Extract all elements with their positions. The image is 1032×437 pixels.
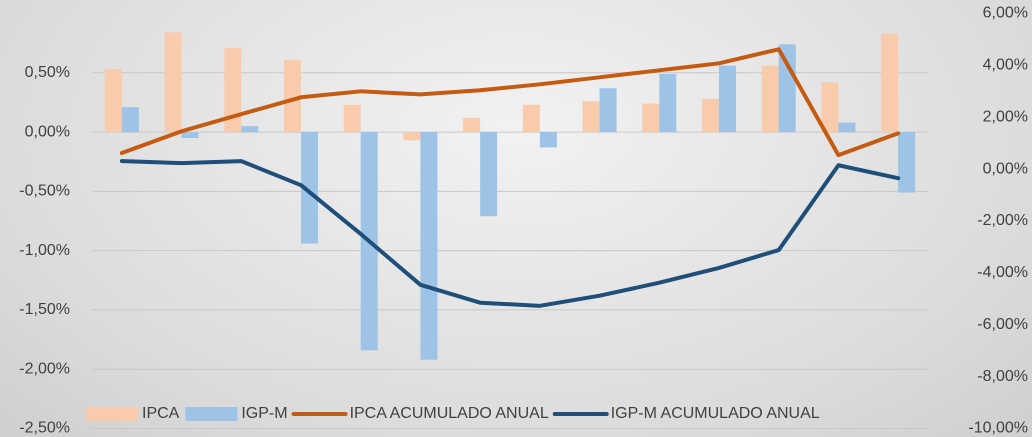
legend-label: IGP-M bbox=[241, 405, 287, 422]
y-tick-label: -2,50% bbox=[19, 420, 70, 437]
bar bbox=[241, 126, 258, 132]
bar bbox=[642, 104, 659, 132]
bar bbox=[420, 132, 437, 360]
bar bbox=[480, 132, 497, 216]
legend-label: IPCA bbox=[142, 405, 180, 422]
y2-tick-label: 4,00% bbox=[983, 57, 1028, 74]
bar bbox=[182, 132, 199, 138]
y2-tick-label: -4,00% bbox=[977, 264, 1028, 281]
legend-label: IPCA ACUMULADO ANUAL bbox=[350, 405, 549, 422]
bar bbox=[838, 123, 855, 132]
bar bbox=[122, 107, 139, 132]
y-tick-label: -1,00% bbox=[19, 242, 70, 259]
bar bbox=[881, 34, 898, 132]
legend-swatch bbox=[86, 407, 138, 421]
y-tick-label: -2,00% bbox=[19, 360, 70, 377]
y2-tick-label: 2,00% bbox=[983, 108, 1028, 125]
line bbox=[122, 161, 898, 306]
bar bbox=[344, 105, 361, 132]
y2-tick-label: -10,00% bbox=[968, 420, 1028, 437]
y-tick-label: 0,50% bbox=[25, 64, 70, 81]
bar bbox=[762, 66, 779, 132]
y2-tick-label: -8,00% bbox=[977, 368, 1028, 385]
bar bbox=[463, 118, 480, 132]
y-tick-label: 0,00% bbox=[25, 123, 70, 140]
y-tick-label: -1,50% bbox=[19, 301, 70, 318]
y2-tick-label: 0,00% bbox=[983, 160, 1028, 177]
y-tick-label: -0,50% bbox=[19, 183, 70, 200]
y2-tick-label: 6,00% bbox=[983, 5, 1028, 22]
chart: -2,50% -2,00% -1,50% -1,00% -0,50% 0,00% 0,50%… bbox=[0, 0, 1032, 437]
bar bbox=[821, 82, 838, 132]
bar bbox=[540, 132, 557, 147]
bar bbox=[165, 32, 182, 132]
y2-tick-label: -2,00% bbox=[977, 212, 1028, 229]
bar bbox=[898, 132, 915, 192]
y2-tick-label: -6,00% bbox=[977, 316, 1028, 333]
legend-label: IGP-M ACUMULADO ANUAL bbox=[611, 405, 820, 422]
bar bbox=[284, 60, 301, 132]
bar bbox=[105, 69, 122, 132]
legend-swatch bbox=[185, 407, 237, 421]
bar bbox=[583, 101, 600, 132]
bar bbox=[659, 74, 676, 132]
bar bbox=[600, 88, 617, 132]
bar bbox=[719, 66, 736, 132]
bar bbox=[523, 105, 540, 132]
bar bbox=[403, 132, 420, 140]
bar bbox=[702, 99, 719, 132]
